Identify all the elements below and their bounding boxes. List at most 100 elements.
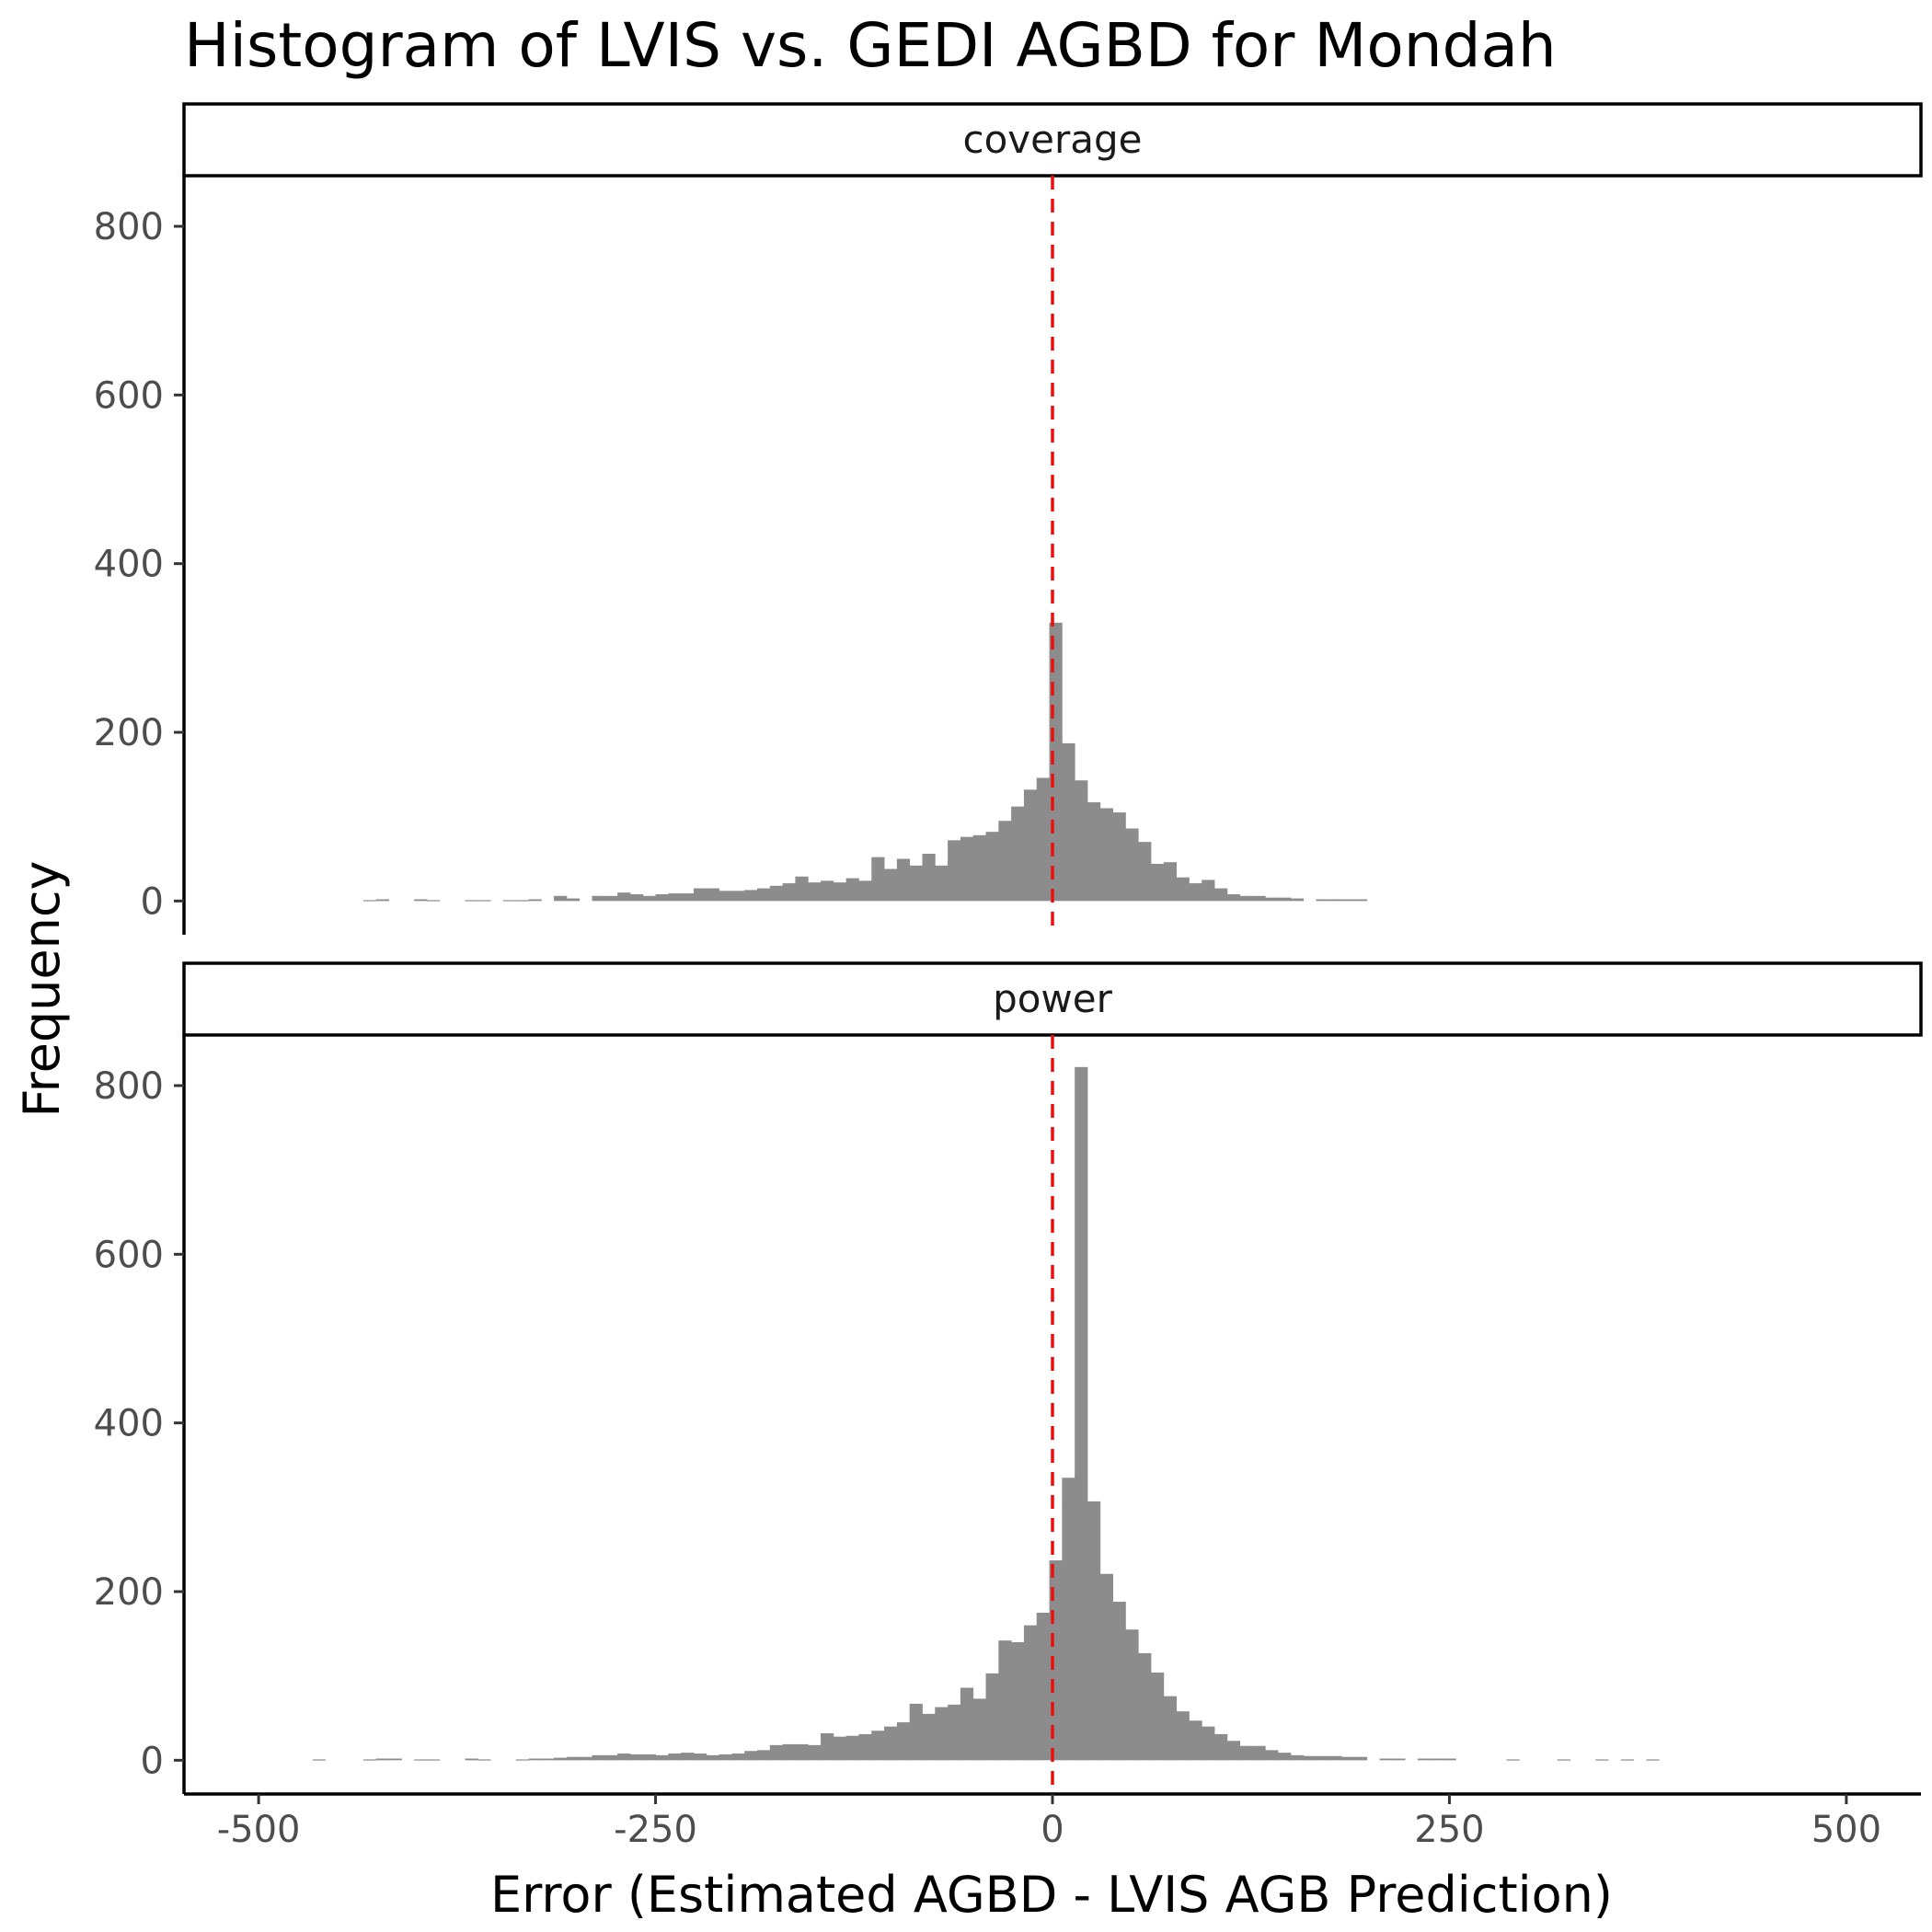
bar-coverage-52 — [1112, 812, 1126, 902]
bar-power-51 — [1062, 1478, 1075, 1761]
strip-label-coverage: coverage — [963, 117, 1143, 162]
bar-power-53 — [1087, 1501, 1101, 1761]
bar-power-26 — [744, 1751, 758, 1761]
bar-power-39 — [909, 1703, 923, 1761]
bar-power-41 — [935, 1707, 949, 1761]
bar-coverage-35 — [896, 858, 911, 902]
y-tick-label-power-200: 200 — [94, 1571, 164, 1614]
bar-coverage-69 — [1341, 899, 1355, 902]
bar-power-44 — [972, 1698, 986, 1761]
bar-power-65 — [1239, 1745, 1253, 1761]
bar-power-52 — [1075, 1066, 1088, 1761]
bar-coverage-4 — [465, 900, 478, 902]
bar-power-22 — [693, 1754, 707, 1761]
bar-coverage-57 — [1176, 877, 1190, 902]
bar-power-58 — [1151, 1673, 1165, 1761]
bar-coverage-40 — [960, 836, 974, 902]
bar-coverage-44 — [1011, 806, 1025, 902]
bar-coverage-50 — [1087, 802, 1101, 902]
bar-coverage-1 — [375, 899, 390, 902]
y-tick-label-coverage-600: 600 — [94, 374, 164, 417]
strip-box-coverage — [182, 102, 1923, 178]
bar-coverage-34 — [884, 868, 898, 902]
bar-coverage-54 — [1138, 842, 1152, 902]
bar-power-34 — [845, 1735, 859, 1761]
bar-power-75 — [1379, 1758, 1393, 1761]
bar-coverage-28 — [808, 882, 822, 902]
bar-coverage-7 — [515, 900, 529, 902]
bar-power-72 — [1328, 1755, 1342, 1761]
bar-coverage-17 — [668, 893, 682, 902]
bar-power-0 — [312, 1759, 326, 1761]
bar-coverage-26 — [782, 883, 796, 902]
bar-power-5 — [427, 1759, 441, 1761]
y-tick-label-coverage-0: 0 — [141, 880, 164, 923]
bar-power-83 — [1620, 1759, 1635, 1761]
bar-coverage-37 — [922, 854, 936, 902]
y-tick-label-coverage-800: 800 — [94, 206, 164, 248]
bar-coverage-12 — [604, 895, 618, 902]
bar-power-23 — [706, 1754, 719, 1761]
y-tick-label-power-0: 0 — [141, 1740, 164, 1782]
bar-coverage-14 — [629, 894, 644, 902]
chart-title: Histogram of LVIS vs. GEDI AGBD for Mond… — [184, 10, 1557, 81]
bar-coverage-9 — [554, 895, 568, 902]
bar-coverage-43 — [998, 821, 1012, 902]
bar-power-80 — [1506, 1759, 1520, 1761]
bar-coverage-10 — [566, 898, 581, 902]
bar-coverage-20 — [706, 888, 719, 902]
bar-coverage-61 — [1226, 894, 1241, 902]
bar-power-6 — [465, 1758, 478, 1761]
bar-coverage-18 — [681, 893, 695, 902]
y-tick-label-coverage-400: 400 — [94, 544, 164, 586]
bar-power-35 — [858, 1733, 872, 1761]
bar-power-16 — [617, 1754, 631, 1761]
bar-coverage-64 — [1265, 897, 1279, 902]
bar-coverage-65 — [1278, 897, 1292, 902]
x-axis: -500 -250 0 250 500 — [184, 1792, 1921, 1851]
bar-power-30 — [795, 1743, 809, 1761]
x-tick-label--500: -500 — [217, 1809, 301, 1851]
bar-coverage-23 — [744, 890, 758, 902]
bar-coverage-41 — [972, 834, 986, 902]
bar-power-84 — [1646, 1759, 1660, 1761]
bar-power-74 — [1353, 1756, 1368, 1761]
bar-power-68 — [1278, 1753, 1292, 1761]
bar-coverage-22 — [731, 891, 745, 902]
bar-power-43 — [960, 1687, 974, 1761]
bar-power-25 — [731, 1754, 745, 1761]
bar-power-60 — [1176, 1711, 1190, 1761]
bar-coverage-56 — [1163, 862, 1178, 902]
bar-power-24 — [719, 1754, 732, 1761]
bar-coverage-15 — [642, 895, 656, 902]
bar-power-42 — [948, 1704, 961, 1761]
bar-power-17 — [629, 1754, 644, 1761]
bar-coverage-45 — [1023, 789, 1038, 902]
panel-power: power 0 200 400 600 800 — [94, 961, 1923, 1794]
bar-power-27 — [757, 1750, 771, 1761]
bar-coverage-58 — [1189, 883, 1202, 902]
bar-coverage-32 — [858, 880, 872, 902]
bar-power-33 — [833, 1736, 847, 1761]
bar-power-78 — [1430, 1758, 1443, 1761]
bar-power-46 — [998, 1640, 1012, 1761]
bar-power-81 — [1557, 1759, 1571, 1761]
bar-power-31 — [808, 1744, 822, 1761]
bar-coverage-46 — [1036, 777, 1050, 902]
bar-coverage-42 — [985, 832, 999, 902]
bar-coverage-2 — [414, 899, 428, 902]
strip-box-power — [182, 961, 1923, 1037]
bar-power-57 — [1138, 1652, 1152, 1761]
x-tick-label-0: 0 — [1041, 1809, 1064, 1851]
bar-coverage-11 — [592, 895, 605, 902]
bar-coverage-51 — [1099, 808, 1113, 902]
bar-power-54 — [1099, 1573, 1113, 1761]
bar-power-76 — [1392, 1758, 1406, 1761]
bar-coverage-39 — [948, 840, 961, 902]
bar-power-21 — [681, 1753, 695, 1761]
bar-coverage-31 — [845, 878, 859, 902]
bar-power-1 — [363, 1759, 377, 1761]
bar-coverage-29 — [821, 880, 834, 902]
bar-coverage-62 — [1239, 895, 1253, 902]
